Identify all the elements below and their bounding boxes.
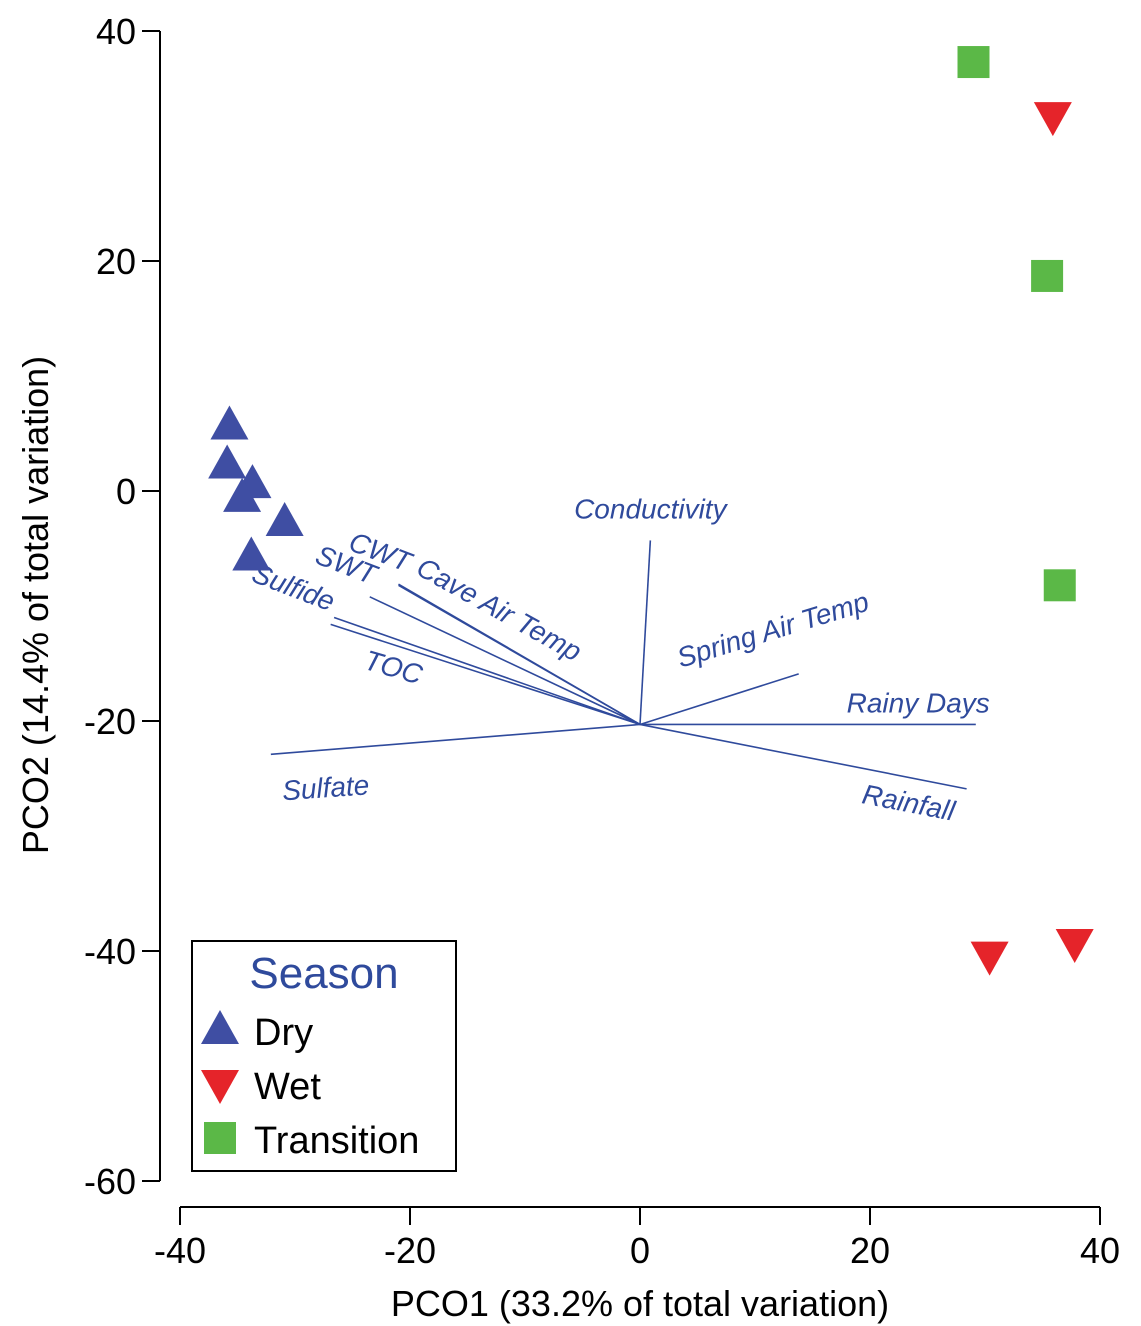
x-tick-label: 0: [630, 1230, 650, 1271]
legend-title: Season: [249, 949, 398, 998]
vector-label-rainfall: Rainfall: [860, 778, 958, 826]
vector-spring-air-temp: [639, 673, 799, 726]
vector-cave-air-temp: [398, 584, 641, 726]
vector-label-sulfate: Sulfate: [281, 769, 370, 806]
x-tick-label: -40: [154, 1230, 206, 1271]
vector-label-toc: TOC: [361, 644, 427, 690]
vector-sulfide: [333, 616, 641, 726]
vector-sulfate: [270, 723, 641, 756]
legend-marker-wet: [201, 1070, 239, 1104]
vector-label-conductivity: Conductivity: [574, 493, 729, 524]
y-axis-title: PCO2 (14.4% of total variation): [15, 356, 56, 854]
vector-label-cave-air-temp: Cave Air Temp: [412, 551, 587, 667]
y-tick-label: 40: [96, 11, 136, 52]
point-dry: [210, 405, 249, 440]
axes: -60 -40 -20 0 20 40 -40 -20 0 20 40: [84, 11, 1120, 1271]
y-tick-label: 0: [116, 471, 136, 512]
point-dry: [223, 477, 262, 512]
point-transition: [1043, 569, 1076, 602]
y-tick-label: -60: [84, 1161, 136, 1202]
point-dry: [265, 502, 304, 537]
vector-rainfall: [639, 723, 967, 790]
x-axis-title: PCO1 (33.2% of total variation): [391, 1283, 889, 1324]
point-transition: [1031, 259, 1064, 292]
x-tick-label: 40: [1080, 1230, 1120, 1271]
point-transition: [957, 46, 990, 79]
x-tick-label: 20: [850, 1230, 890, 1271]
y-tick-label: -40: [84, 931, 136, 972]
legend-label-wet: Wet: [254, 1066, 321, 1108]
vector-conductivity: [639, 540, 652, 725]
y-tick-label: -20: [84, 701, 136, 742]
vector-label-spring-air-temp: Spring Air Temp: [673, 586, 872, 674]
point-wet: [1055, 928, 1094, 963]
x-tick-label: -20: [384, 1230, 436, 1271]
data-points: [208, 46, 1094, 976]
point-dry: [232, 536, 271, 571]
legend: Season Dry Wet Transition: [191, 940, 457, 1172]
y-tick-label: 20: [96, 241, 136, 282]
point-wet: [1033, 102, 1072, 137]
point-wet: [970, 941, 1009, 976]
legend-marker-dry: [201, 1010, 239, 1044]
vector-label-rainy-days: Rainy Days: [847, 687, 990, 718]
legend-label-transition: Transition: [254, 1120, 419, 1162]
legend-marker-transition: [204, 1122, 236, 1154]
vector-swt: [369, 596, 641, 726]
point-dry: [208, 444, 247, 479]
vector-toc: [330, 623, 641, 726]
legend-label-dry: Dry: [254, 1012, 313, 1054]
